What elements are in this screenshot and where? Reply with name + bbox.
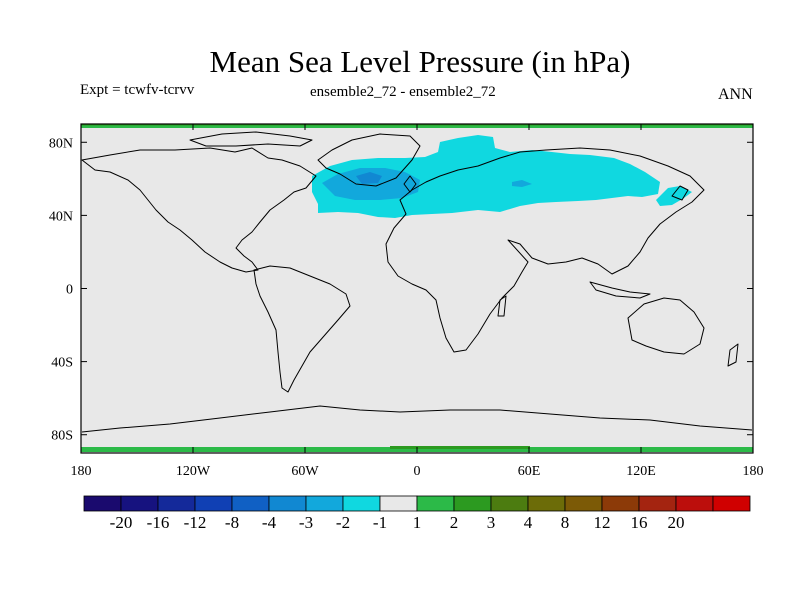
colorbar-label: 1 [413,513,422,532]
colorbar-label: -1 [373,513,387,532]
colorbar-swatch [453,495,492,512]
colorbar-label: -2 [336,513,350,532]
comparison-label: ensemble2_72 - ensemble2_72 [310,84,496,100]
colorbar-swatch [83,495,122,512]
colorbar-swatch [638,495,677,512]
x-tick-label: 180 [743,464,764,479]
y-tick-label: 0 [66,283,73,298]
x-tick-label: 60E [518,464,541,479]
colorbar-swatch [675,495,714,512]
japan-anomaly-patch [656,186,692,206]
x-tick-label: 60W [291,464,319,479]
colorbar-label: 16 [631,513,648,532]
new-zealand-coast [727,343,739,367]
x-tick-label: 120E [626,464,656,479]
y-axis: 80N 40N 0 40S 80S [49,136,753,444]
colorbar-label: 4 [524,513,533,532]
colorbar-swatch [490,495,529,512]
x-tick-label: 180 [71,464,92,479]
chart-title: Mean Sea Level Pressure (in hPa) [209,44,631,79]
british-isles-coast [403,175,417,193]
colorbar-swatch [194,495,233,512]
colorbar-label: 20 [668,513,685,532]
australia-coast [627,297,705,355]
colorbar-swatch [157,495,196,512]
north-america-coast [81,147,317,273]
antarctic-edge-band-inner [390,446,530,449]
coastlines [81,131,753,433]
colorbar-label: -12 [184,513,207,532]
colorbar-swatch [379,495,418,512]
colorbar-swatch [712,495,751,512]
colorbar-swatch [268,495,307,512]
colorbar-swatch [231,495,270,512]
colorbar-label: 8 [561,513,570,532]
canadian-islands-coast [189,131,313,147]
japan-coast [671,185,689,201]
x-tick-label: 120W [176,464,211,479]
experiment-label: Expt = tcwfv-tcrvv [80,82,195,98]
south-america-coast [253,265,351,393]
atlantic-minimum [356,172,382,184]
y-tick-label: 80N [49,136,73,151]
colorbar-label: 12 [594,513,611,532]
colorbar-label: 2 [450,513,459,532]
colorbar-swatch [601,495,640,512]
colorbar: -20 -16 -12 -8 -4 -3 -2 -1 1 2 3 4 8 12 16 20 [83,495,751,532]
colorbar-swatch [120,495,159,512]
colorbar-swatch [416,495,455,512]
x-tick-label: 0 [414,464,421,479]
colorbar-swatch [342,495,381,512]
antarctica-coast [81,405,753,433]
colorbar-swatch [527,495,566,512]
north-atlantic-core [322,168,420,200]
eurasia-africa-coast [385,147,705,353]
x-axis: 180 120W 60W 0 60E 120E 180 [71,124,764,479]
colorbar-label: -16 [147,513,170,532]
y-tick-label: 40S [51,356,73,371]
colorbar-label: -3 [299,513,313,532]
y-tick-label: 80S [51,429,73,444]
eurasia-inner-patch [512,180,532,187]
indonesia-coast [589,281,651,299]
colorbar-label: 3 [487,513,496,532]
colorbar-label: -4 [262,513,277,532]
y-tick-label: 40N [49,209,73,224]
colorbar-label: -20 [110,513,133,532]
madagascar-coast [497,295,507,317]
colorbar-swatch [564,495,603,512]
colorbar-swatch [305,495,344,512]
colorbar-label: -8 [225,513,239,532]
greenland-coast [317,133,421,187]
period-label: ANN [718,86,753,103]
